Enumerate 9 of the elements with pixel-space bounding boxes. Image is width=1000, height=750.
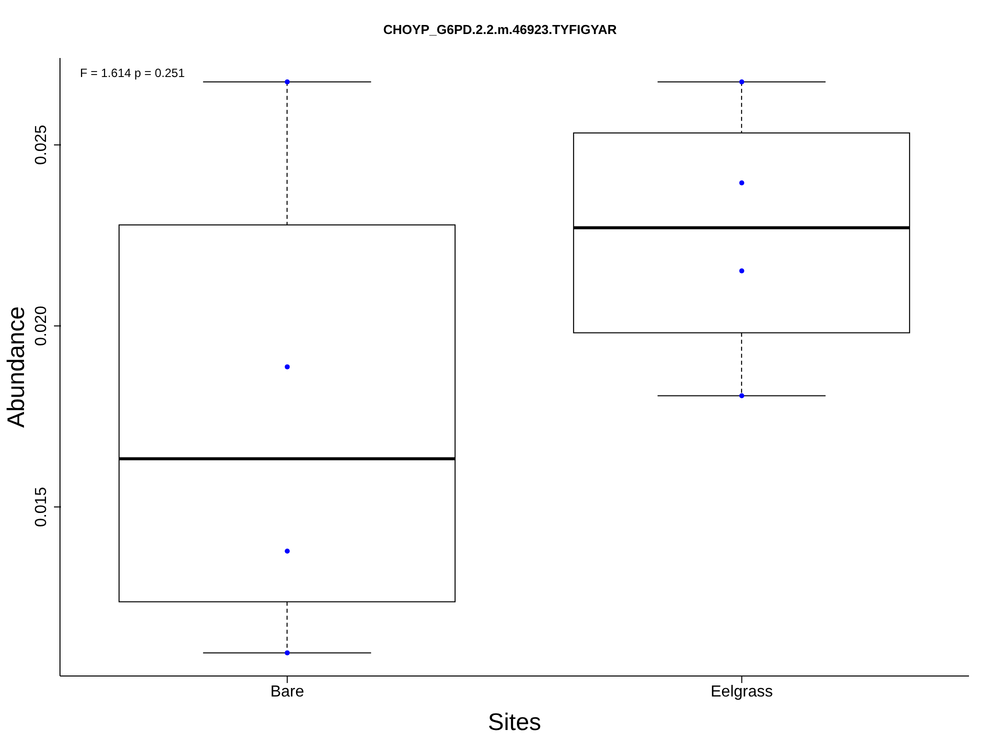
x-tick-label: Bare	[270, 683, 304, 700]
x-axis-title: Sites	[488, 709, 542, 736]
x-tick-label: Eelgrass	[710, 683, 773, 700]
annotation: F = 1.614 p = 0.251	[80, 66, 185, 80]
y-tick-label: 0.015	[33, 486, 50, 527]
chart-title: CHOYP_G6PD.2.2.m.46923.TYFIGYAR	[382, 22, 618, 37]
y-tick-label: 0.025	[33, 124, 50, 165]
y-tick-label: 0.020	[33, 306, 50, 346]
y-axis-title: Abundance	[3, 306, 30, 428]
